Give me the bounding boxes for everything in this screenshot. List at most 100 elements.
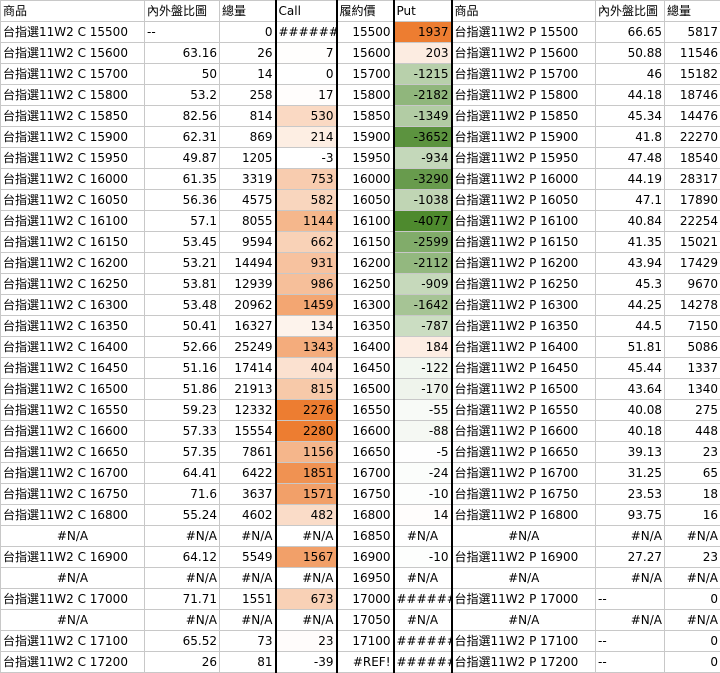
call-value-cell[interactable]: #N/A	[276, 568, 337, 589]
call-volume-cell[interactable]: 17414	[220, 358, 276, 379]
call-product-cell[interactable]: 台指選11W2 C 16250	[1, 274, 145, 295]
put-ratio-cell[interactable]: 45.3	[596, 274, 665, 295]
strike-cell[interactable]: 16900	[337, 547, 394, 568]
call-ratio-cell[interactable]: 65.52	[145, 631, 220, 652]
call-product-cell[interactable]: 台指選11W2 C 16200	[1, 253, 145, 274]
strike-cell[interactable]: 16650	[337, 442, 394, 463]
strike-cell[interactable]: 16700	[337, 463, 394, 484]
call-product-cell[interactable]: 台指選11W2 C 16800	[1, 505, 145, 526]
put-volume-cell[interactable]: 0	[665, 589, 720, 610]
put-value-cell[interactable]: -3652	[394, 127, 452, 148]
put-value-cell[interactable]: -3290	[394, 169, 452, 190]
strike-cell[interactable]: 16600	[337, 421, 394, 442]
put-ratio-cell[interactable]: 44.18	[596, 85, 665, 106]
call-ratio-cell[interactable]: 71.71	[145, 589, 220, 610]
put-product-cell[interactable]: 台指選11W2 P 16100	[452, 211, 596, 232]
strike-cell[interactable]: 16550	[337, 400, 394, 421]
call-value-cell[interactable]: 2280	[276, 421, 337, 442]
call-volume-cell[interactable]: 814	[220, 106, 276, 127]
put-volume-cell[interactable]: 11546	[665, 43, 720, 64]
put-ratio-cell[interactable]: 27.27	[596, 547, 665, 568]
call-ratio-cell[interactable]: 53.2	[145, 85, 220, 106]
call-ratio-cell[interactable]: 64.41	[145, 463, 220, 484]
put-volume-cell[interactable]: 15021	[665, 232, 720, 253]
call-product-cell[interactable]: 台指選11W2 C 16350	[1, 316, 145, 337]
strike-cell[interactable]: 16000	[337, 169, 394, 190]
call-volume-cell[interactable]: 3637	[220, 484, 276, 505]
call-ratio-cell[interactable]: 53.81	[145, 274, 220, 295]
call-volume-cell[interactable]: 16327	[220, 316, 276, 337]
strike-cell[interactable]: 15900	[337, 127, 394, 148]
put-volume-cell[interactable]: 18540	[665, 148, 720, 169]
strike-cell[interactable]: 15600	[337, 43, 394, 64]
call-value-cell[interactable]: 815	[276, 379, 337, 400]
put-volume-cell[interactable]: #N/A	[665, 610, 720, 631]
put-volume-cell[interactable]: 0	[665, 652, 720, 673]
call-value-cell[interactable]: -39	[276, 652, 337, 673]
put-product-cell[interactable]: 台指選11W2 P 16400	[452, 337, 596, 358]
call-product-cell[interactable]: 台指選11W2 C 17200	[1, 652, 145, 673]
put-value-cell[interactable]: ######	[394, 652, 452, 673]
call-value-cell[interactable]: 17	[276, 85, 337, 106]
call-volume-cell[interactable]: 4602	[220, 505, 276, 526]
put-volume-cell[interactable]: 14476	[665, 106, 720, 127]
put-ratio-cell[interactable]: #N/A	[596, 610, 665, 631]
call-ratio-cell[interactable]: 63.16	[145, 43, 220, 64]
call-value-cell[interactable]: 753	[276, 169, 337, 190]
put-value-cell[interactable]: -1642	[394, 295, 452, 316]
put-volume-cell[interactable]: 28317	[665, 169, 720, 190]
put-product-cell[interactable]: 台指選11W2 P 16300	[452, 295, 596, 316]
header-call[interactable]: Call	[276, 1, 337, 22]
call-volume-cell[interactable]: #N/A	[220, 568, 276, 589]
call-product-cell[interactable]: 台指選11W2 C 16550	[1, 400, 145, 421]
put-product-cell[interactable]: 台指選11W2 P 16000	[452, 169, 596, 190]
call-volume-cell[interactable]: #N/A	[220, 526, 276, 547]
put-product-cell[interactable]: 台指選11W2 P 16350	[452, 316, 596, 337]
call-volume-cell[interactable]: 8055	[220, 211, 276, 232]
call-ratio-cell[interactable]: 57.33	[145, 421, 220, 442]
put-product-cell[interactable]: 台指選11W2 P 16150	[452, 232, 596, 253]
call-product-cell[interactable]: 台指選11W2 C 16500	[1, 379, 145, 400]
put-product-cell[interactable]: 台指選11W2 P 15600	[452, 43, 596, 64]
call-product-cell[interactable]: 台指選11W2 C 16050	[1, 190, 145, 211]
put-product-cell[interactable]: 台指選11W2 P 16900	[452, 547, 596, 568]
call-volume-cell[interactable]: 3319	[220, 169, 276, 190]
strike-cell[interactable]: 16750	[337, 484, 394, 505]
put-value-cell[interactable]: 203	[394, 43, 452, 64]
put-product-cell[interactable]: 台指選11W2 P 17100	[452, 631, 596, 652]
put-value-cell[interactable]: -934	[394, 148, 452, 169]
put-ratio-cell[interactable]: 93.75	[596, 505, 665, 526]
put-product-cell[interactable]: #N/A	[452, 610, 596, 631]
put-volume-cell[interactable]: 5817	[665, 22, 720, 43]
put-ratio-cell[interactable]: 44.19	[596, 169, 665, 190]
call-ratio-cell[interactable]: 62.31	[145, 127, 220, 148]
put-value-cell[interactable]: -2599	[394, 232, 452, 253]
call-volume-cell[interactable]: 20962	[220, 295, 276, 316]
call-product-cell[interactable]: 台指選11W2 C 15800	[1, 85, 145, 106]
call-ratio-cell[interactable]: 59.23	[145, 400, 220, 421]
put-volume-cell[interactable]: 23	[665, 547, 720, 568]
put-product-cell[interactable]: 台指選11W2 P 15950	[452, 148, 596, 169]
call-ratio-cell[interactable]: 50	[145, 64, 220, 85]
call-ratio-cell[interactable]: 82.56	[145, 106, 220, 127]
call-value-cell[interactable]: 7	[276, 43, 337, 64]
strike-cell[interactable]: 17050	[337, 610, 394, 631]
strike-cell[interactable]: 17000	[337, 589, 394, 610]
call-value-cell[interactable]: 404	[276, 358, 337, 379]
put-ratio-cell[interactable]: 50.88	[596, 43, 665, 64]
put-volume-cell[interactable]: 15182	[665, 64, 720, 85]
put-ratio-cell[interactable]: --	[596, 631, 665, 652]
put-volume-cell[interactable]: 9670	[665, 274, 720, 295]
call-ratio-cell[interactable]: #N/A	[145, 526, 220, 547]
put-ratio-cell[interactable]: 47.48	[596, 148, 665, 169]
put-volume-cell[interactable]: #N/A	[665, 568, 720, 589]
put-value-cell[interactable]: -2112	[394, 253, 452, 274]
strike-cell[interactable]: 15950	[337, 148, 394, 169]
put-volume-cell[interactable]: 17429	[665, 253, 720, 274]
put-value-cell[interactable]: ######	[394, 631, 452, 652]
call-volume-cell[interactable]: 0	[220, 22, 276, 43]
put-ratio-cell[interactable]: 45.34	[596, 106, 665, 127]
call-value-cell[interactable]: 134	[276, 316, 337, 337]
put-value-cell[interactable]: 184	[394, 337, 452, 358]
strike-cell[interactable]: 15850	[337, 106, 394, 127]
